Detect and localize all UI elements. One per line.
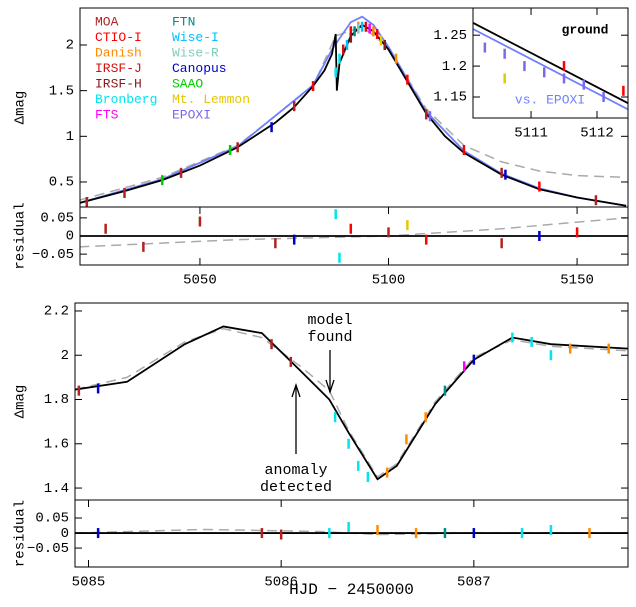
x-tick-label: 5050 [183, 273, 217, 289]
plot-area [80, 209, 628, 263]
plot-area [75, 325, 628, 482]
legend-entry: CTIO-I [95, 30, 142, 45]
plot-area [80, 15, 627, 207]
y-tick-label: 1.8 [44, 392, 69, 408]
model-dashed [75, 327, 628, 479]
model-line [473, 22, 628, 104]
legend-entry: Wise-I [172, 30, 219, 45]
y-tick-label: 0 [66, 229, 74, 245]
y-axis-label: Δmag [13, 385, 29, 419]
y-tick-label: 1.5 [49, 83, 74, 99]
legend-entry: Danish [95, 45, 142, 60]
legend-entry: FTN [172, 14, 195, 29]
x-axis-label: HJD − 2450000 [289, 581, 414, 599]
legend-entry: Mt. Lemmon [172, 92, 250, 107]
legend-entry: Canopus [172, 61, 227, 76]
y-tick-label: 1.2 [442, 59, 467, 75]
x-tick-label: 5087 [457, 575, 491, 591]
y-tick-label: −0.05 [32, 247, 74, 263]
x-tick-label: 5085 [72, 575, 106, 591]
y-axis-label: residual [13, 500, 29, 567]
annotation: model found [307, 312, 353, 346]
y-tick-label: 0 [61, 526, 69, 542]
legend-entry: IRSF-H [95, 76, 142, 91]
x-tick-label: 5112 [580, 126, 614, 142]
annotation: vs. EPOXI [515, 92, 585, 107]
arrow-head [325, 379, 335, 395]
legend-entry: SAAO [172, 76, 203, 91]
model-line [75, 325, 628, 481]
legend-entry: FTS [95, 107, 119, 122]
y-tick-label: 0.05 [40, 211, 74, 227]
y-tick-label: 1.6 [44, 436, 69, 452]
model-dashed [80, 217, 627, 248]
y-tick-label: 1.4 [44, 481, 69, 497]
y-axis-label: residual [13, 202, 29, 269]
x-tick-label: 5111 [514, 126, 548, 142]
model-line [473, 28, 628, 111]
y-tick-label: 2 [61, 348, 69, 364]
plot-area [75, 522, 628, 540]
x-tick-label: 5100 [372, 273, 406, 289]
y-tick-label: 1.25 [433, 28, 467, 44]
arrow-head [291, 382, 301, 398]
legend-entry: Wise-R [172, 45, 219, 60]
x-tick-label: 5150 [560, 273, 594, 289]
y-tick-label: 0.5 [49, 175, 74, 191]
annotation: ground [562, 22, 609, 37]
legend-entry: EPOXI [172, 107, 211, 122]
annotation: anomaly detected [259, 462, 332, 496]
frame [472, 7, 629, 119]
y-tick-label: 1.15 [433, 90, 467, 106]
x-tick-label: 5086 [264, 575, 298, 591]
plot-area [473, 22, 628, 111]
legend-entry: IRSF-J [95, 61, 142, 76]
y-tick-label: 0.05 [35, 511, 69, 527]
y-tick-label: 2.2 [44, 304, 69, 320]
y-tick-label: 2 [66, 38, 74, 54]
y-tick-label: 1 [66, 129, 74, 145]
legend-entry: Bronberg [95, 92, 157, 107]
y-tick-label: −0.05 [27, 541, 69, 557]
legend-entry: MOA [95, 14, 119, 29]
y-axis-label: Δmag [13, 91, 29, 125]
